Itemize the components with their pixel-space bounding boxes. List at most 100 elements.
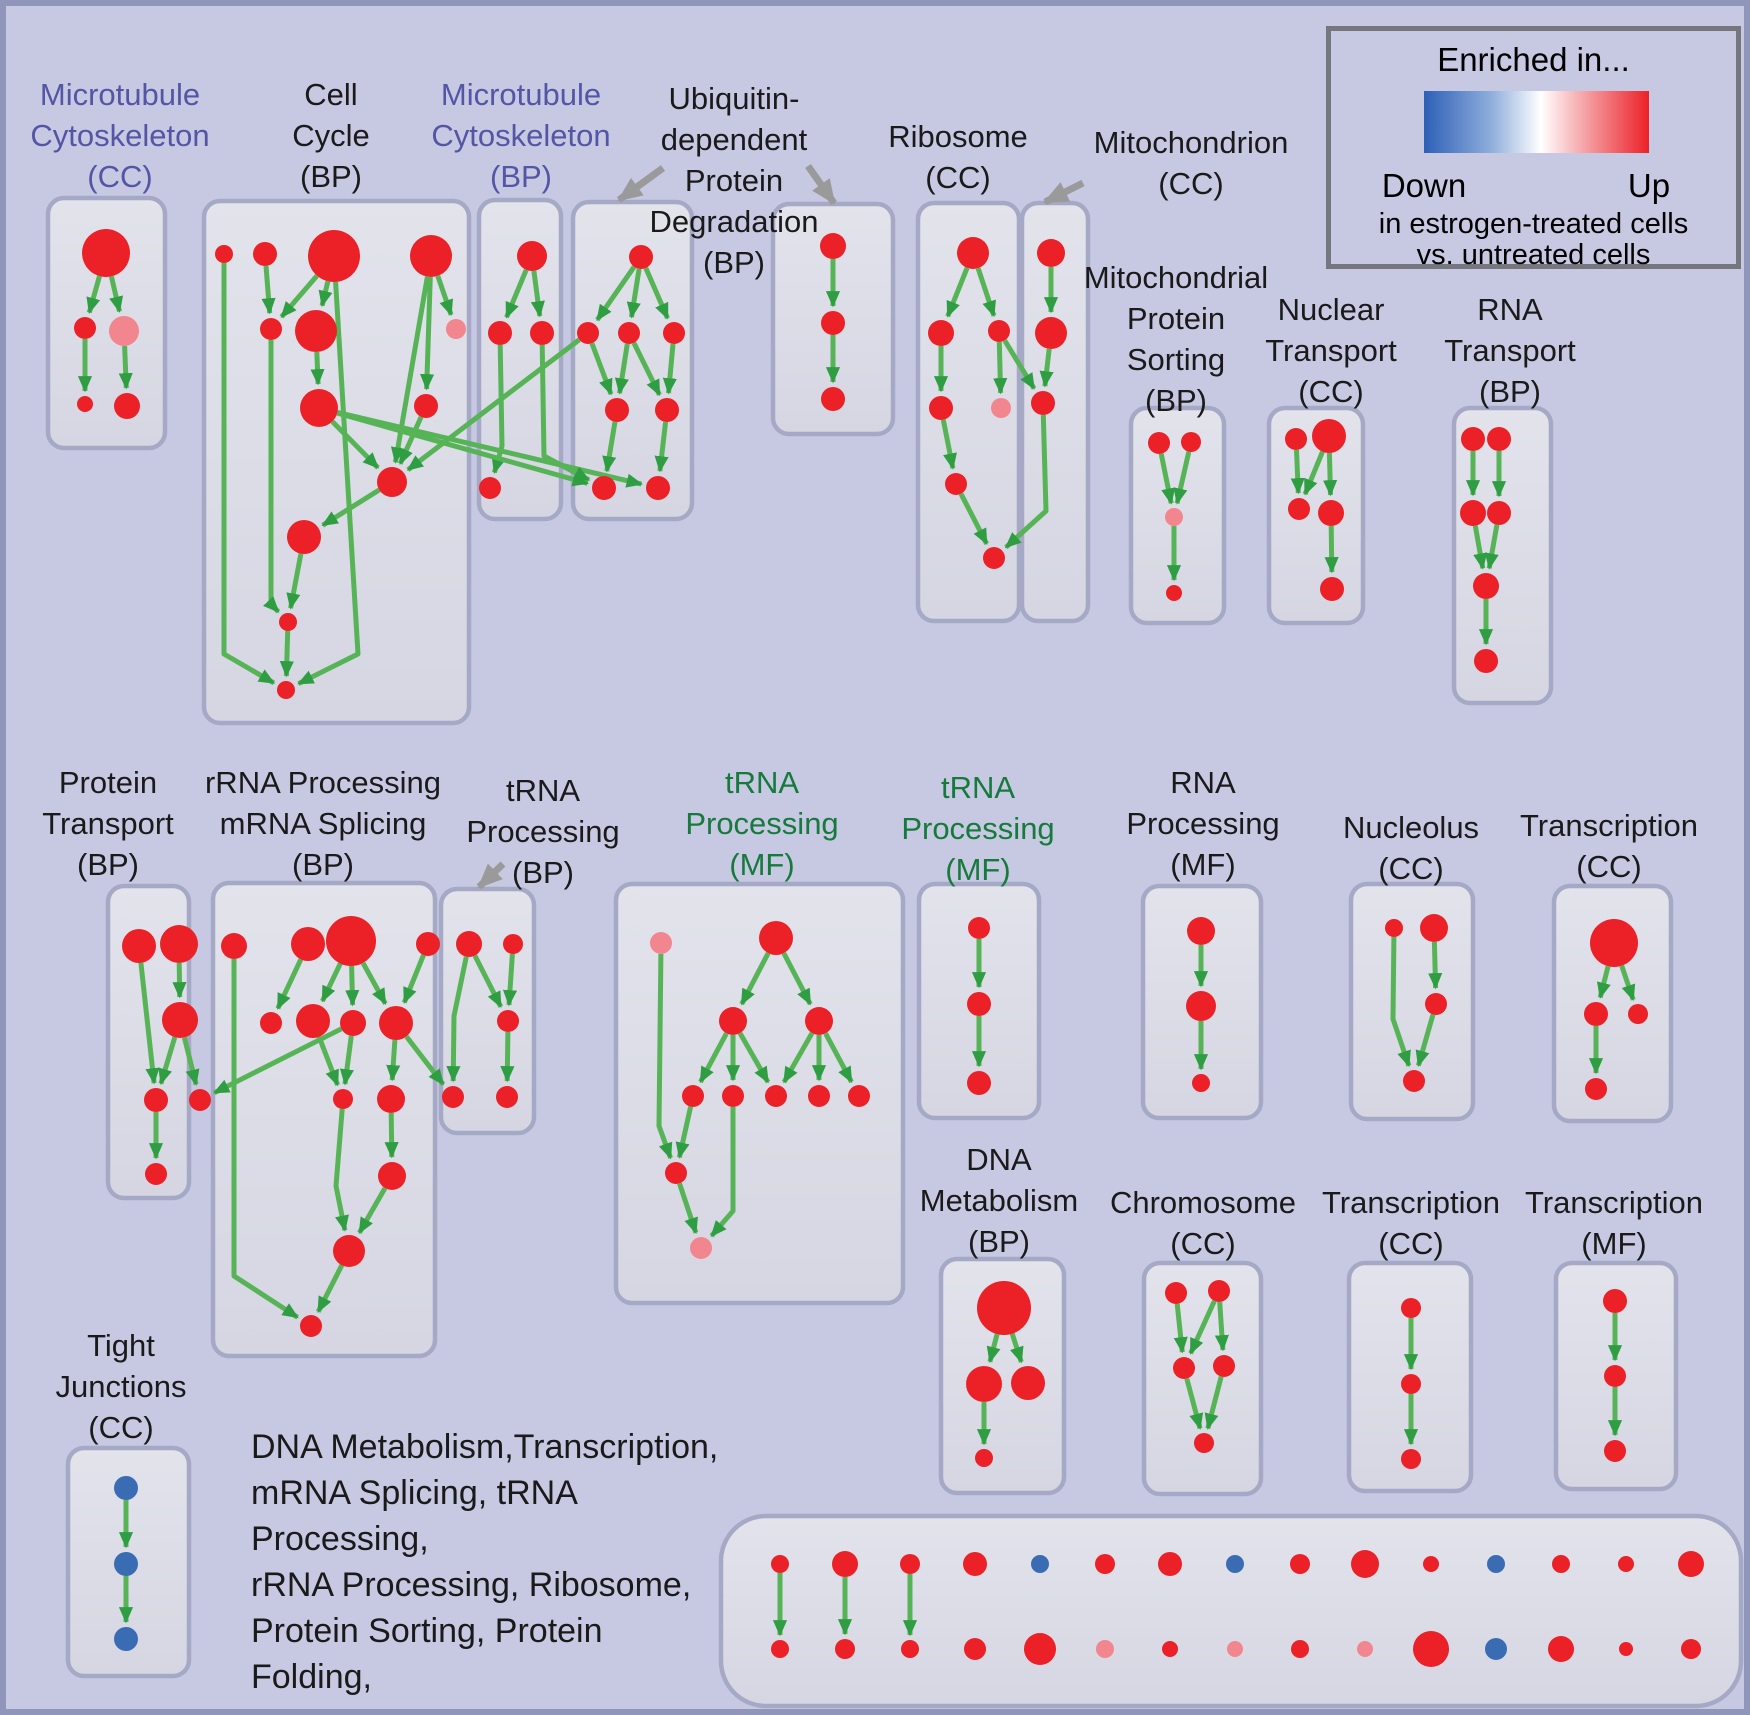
go-term-node [1590,919,1638,967]
transcription-mf-label: Transcription (MF) [1524,1185,1704,1261]
go-term-node [162,1002,198,1038]
hierarchy-edges [77,163,1636,1637]
go-term-node [1548,1636,1574,1662]
go-term-node [928,320,954,346]
hierarchy-edge [1009,1332,1024,1364]
go-term-node [1487,427,1511,451]
go-term-node [690,1237,712,1259]
hierarchy-edge [1173,451,1192,505]
cluster-box-microtubule-cytoskeleton-cc [45,195,168,451]
go-term-node [1401,1449,1421,1469]
go-term-node [530,321,554,345]
go-term-node [1460,500,1486,526]
go-term-node [377,467,407,497]
hierarchy-edge [333,1108,349,1232]
go-term-node [967,1071,991,1095]
go-term-node [650,932,672,954]
go-term-node [722,1085,744,1107]
go-term-node [805,1007,833,1035]
go-term-node [646,476,670,500]
misc-clusters-note: DNA Metabolism,Transcription, mRNA Splic… [251,1428,719,1709]
go-term-node [821,311,845,335]
go-term-node [1227,1641,1243,1657]
go-term-node [963,1552,987,1576]
ubiquitin-degradation-label: Ubiquitin- dependent Protein Degradation… [649,81,819,280]
go-term-node [1474,649,1498,673]
go-term-node [326,916,376,966]
go-term-node [517,241,547,271]
hierarchy-edge [1290,449,1305,495]
hierarchy-edge [986,1333,1001,1364]
hierarchy-edge [213,1026,343,1096]
go-term-node [479,477,501,499]
hierarchy-edge [1596,965,1611,999]
go-term-node [629,245,653,269]
go-term-node [966,1366,1002,1402]
go-term-nodes [74,229,1704,1667]
go-term-node [114,1552,138,1576]
go-term-node [975,1449,993,1467]
go-term-node [377,1085,405,1113]
go-term-node [1413,1631,1449,1667]
go-term-node [295,310,337,352]
go-term-node [1320,577,1344,601]
hierarchy-edge [631,341,662,397]
cluster-box-trna-processing-mf-1 [613,881,906,1306]
hierarchy-edge [420,276,435,391]
cluster-box-chromosome-cc [1141,1260,1264,1497]
rna-transport-label: RNA Transport (BP) [1444,292,1576,409]
hierarchy-edge [158,1036,178,1086]
go-term-node [1403,1070,1425,1092]
go-term-node [1187,917,1215,945]
go-term-node [1618,1556,1634,1572]
go-term-node [1423,1556,1439,1572]
hierarchy-edge [404,1034,446,1086]
hierarchy-edge [1323,452,1338,497]
go-term-node [333,1235,365,1267]
hierarchy-edge [297,281,361,686]
go-term-node [759,921,793,955]
go-term-node [1678,1551,1704,1577]
trna-processing-mf-1-label: tRNA Processing (MF) [685,765,839,882]
legend-up-label: Up [1627,167,1671,204]
hierarchy-edge [945,266,970,318]
legend: Enriched in... Down Up in estrogen-treat… [1326,26,1741,271]
rrna-processing-mrna-splicing-label: rRNA Processing mRNA Splicing (BP) [204,765,442,882]
hierarchy-edge [336,409,643,488]
hierarchy-edge [1039,348,1054,388]
go-term-node [1604,1440,1626,1462]
go-term-node [771,1640,789,1658]
hierarchy-edge [1428,941,1443,990]
go-term-node [279,613,297,631]
hierarchy-edge [614,343,630,395]
go-term-node [379,1006,413,1040]
hierarchy-edge [602,421,618,473]
hierarchy-edge [1204,1375,1224,1430]
go-term-node [1166,585,1182,601]
go-term-node [82,229,130,277]
go-term-node [1181,432,1201,452]
hierarchy-edge [279,630,294,678]
hierarchy-edge [1158,453,1176,505]
go-term-node [1552,1555,1570,1573]
hierarchy-edge [823,1032,854,1084]
go-term-node [901,1640,919,1658]
go-term-node [929,396,953,420]
hierarchy-edge [737,1031,771,1084]
go-term-node [114,1627,138,1651]
go-term-node [253,242,277,266]
go-term-node [221,933,247,959]
go-term-node [1173,1357,1195,1379]
hierarchy-edge [386,1039,401,1082]
trna-processing-mf-2-label: tRNA Processing (MF) [901,770,1055,887]
protein-transport-label: Protein Transport (BP) [42,765,174,882]
go-term-node [663,322,685,344]
hierarchy-edge [401,954,426,1004]
go-term-node [1194,1433,1214,1453]
hierarchy-edge [1324,525,1339,574]
go-term-node [1628,1004,1648,1024]
hierarchy-edge [1214,1301,1229,1352]
go-term-node [771,1555,789,1573]
go-term-node [964,1638,986,1660]
go-term-node [1095,1554,1115,1574]
